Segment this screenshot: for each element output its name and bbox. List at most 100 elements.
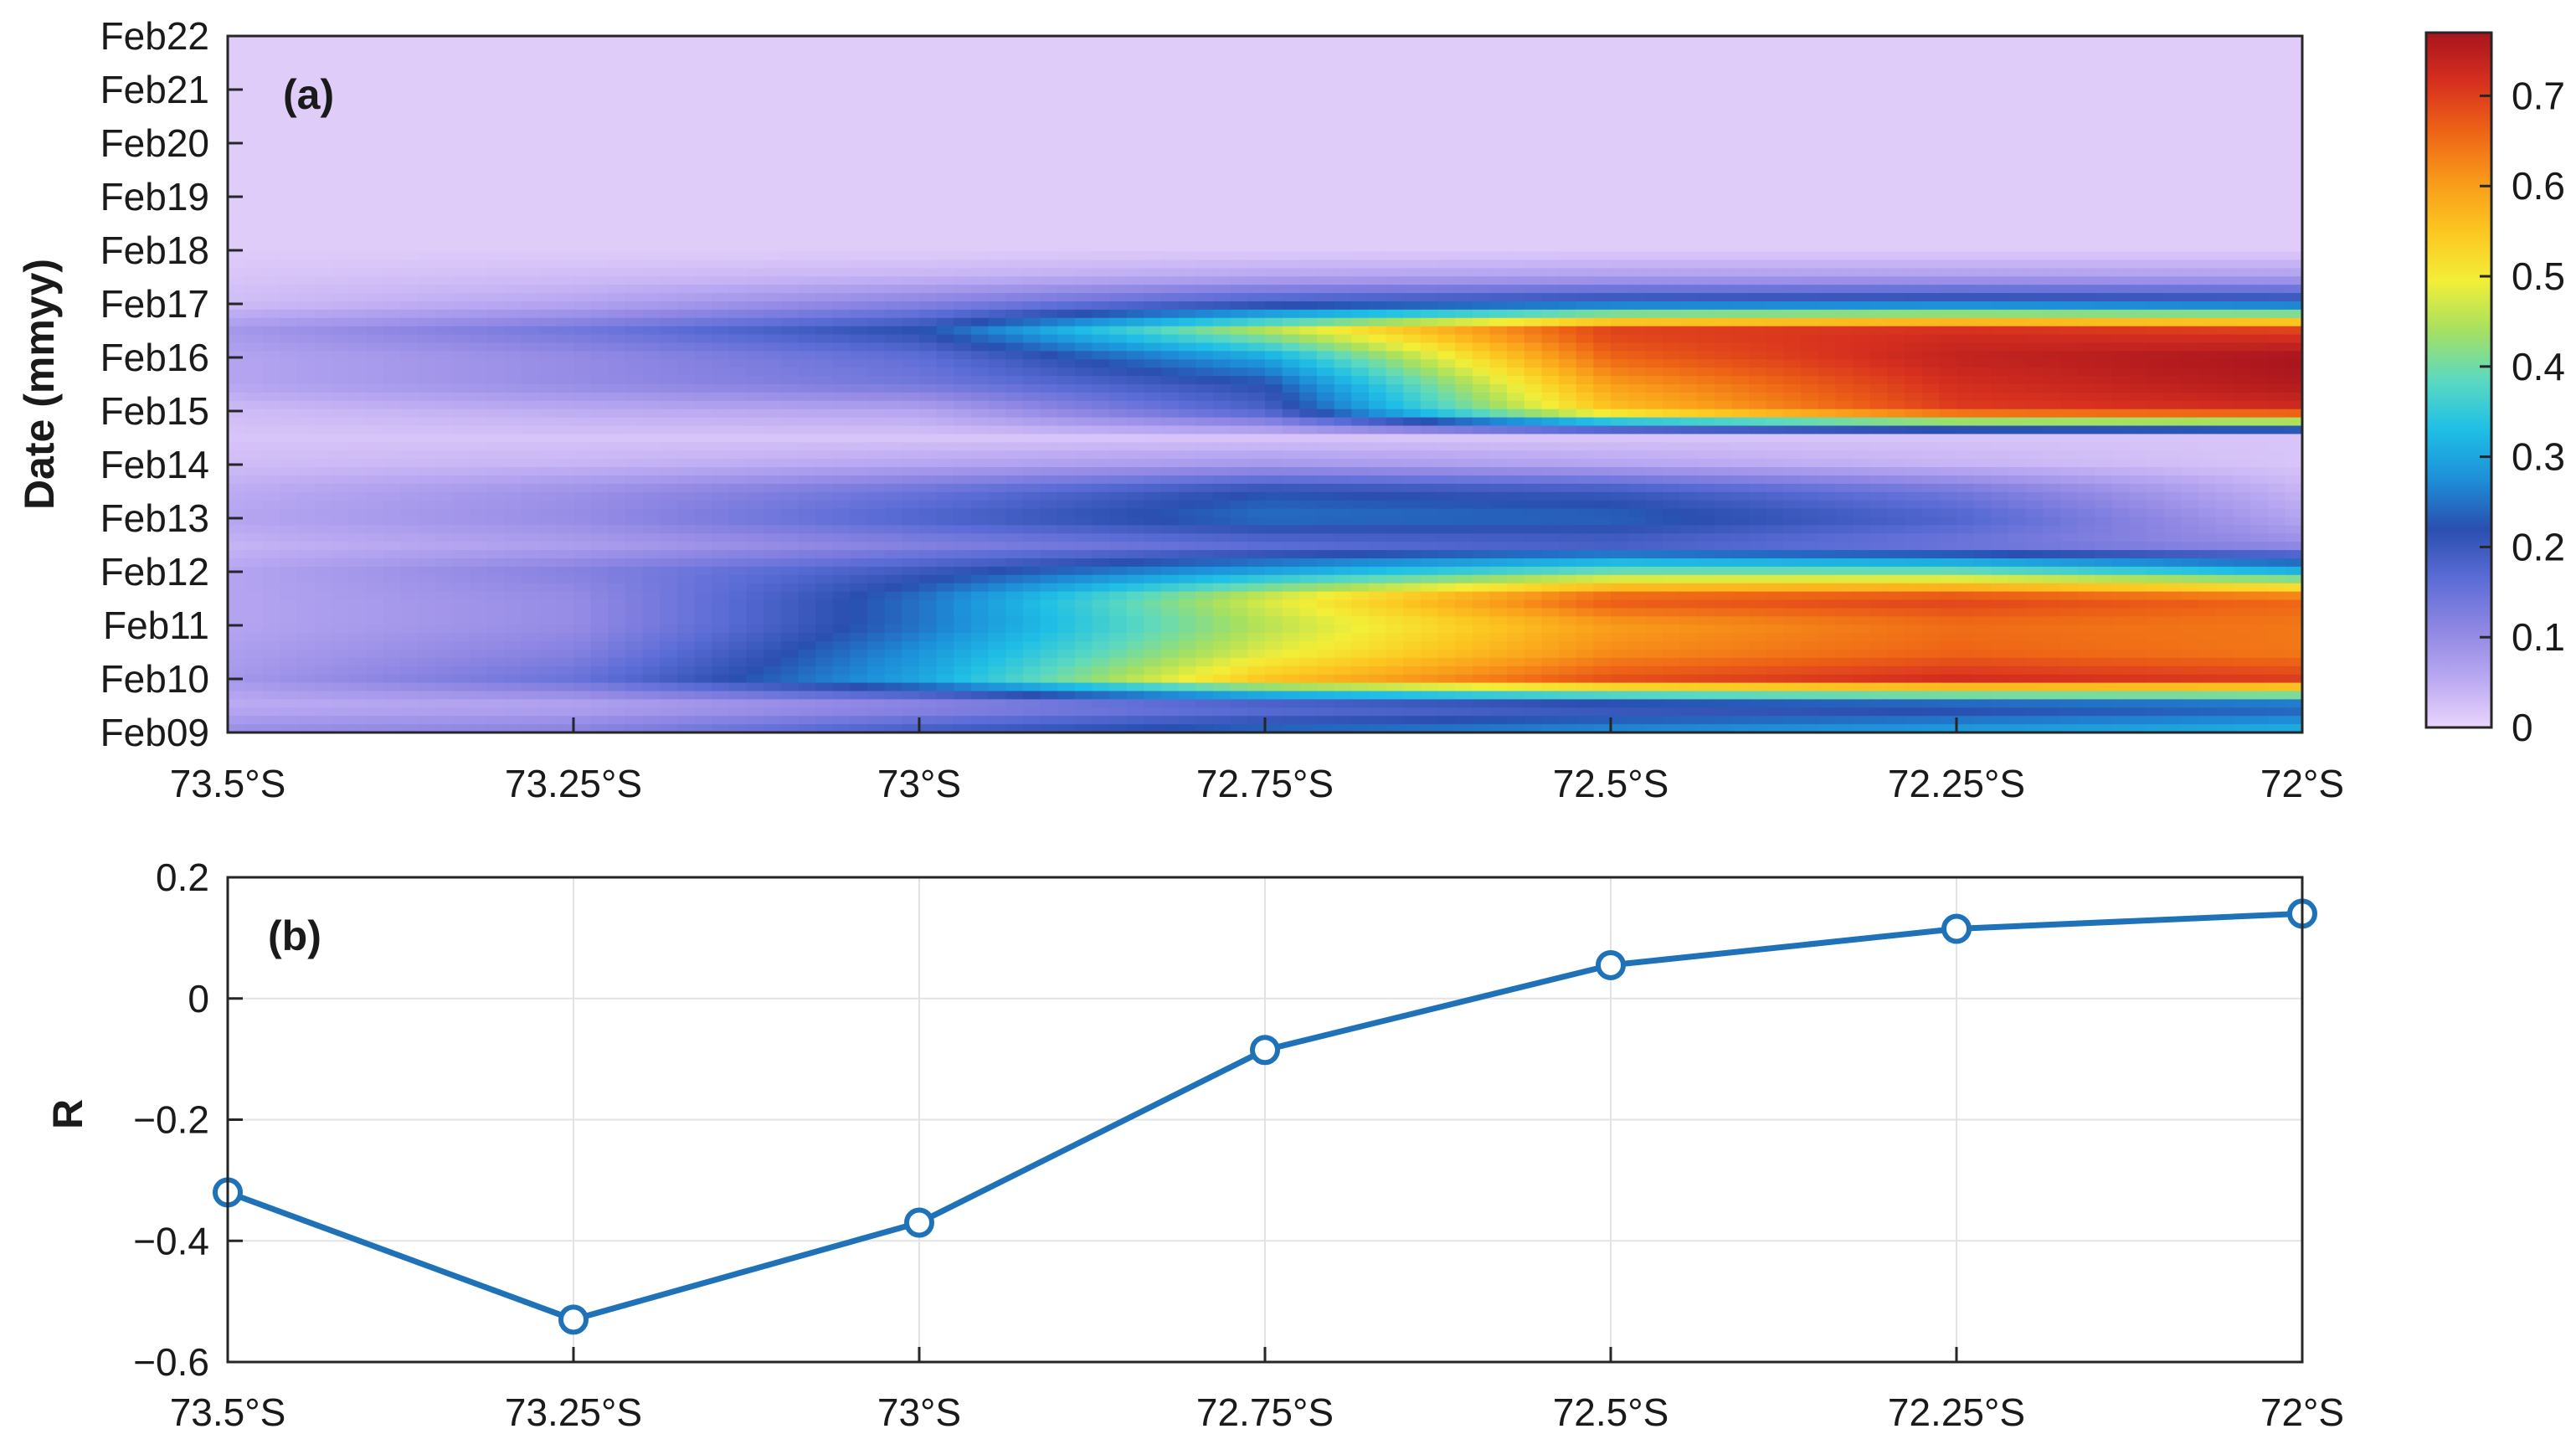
heatmap-cell	[2181, 36, 2199, 45]
heatmap-cell	[262, 285, 280, 294]
heatmap-cell	[712, 285, 730, 294]
heatmap-cell	[590, 285, 609, 294]
heatmap-cell	[902, 342, 920, 352]
heatmap-cell	[1437, 226, 1456, 236]
heatmap-cell	[1040, 293, 1058, 302]
heatmap-cell	[314, 143, 332, 153]
heatmap-cell	[1973, 160, 1992, 170]
heatmap-cell	[1783, 218, 1802, 228]
heatmap-cell	[1386, 36, 1404, 45]
heatmap-cell	[1662, 44, 1681, 54]
heatmap-cell	[1869, 193, 1889, 203]
heatmap-cell	[296, 218, 316, 228]
heatmap-cell	[2250, 359, 2269, 368]
heatmap-cell	[1040, 36, 1058, 45]
heatmap-cell	[1853, 260, 1871, 270]
heatmap-cell	[504, 226, 522, 236]
heatmap-cell	[314, 60, 332, 70]
heatmap-cell	[2250, 119, 2269, 128]
heatmap-cell	[2129, 334, 2147, 344]
heatmap-cell	[1956, 135, 1975, 145]
heatmap-cell	[1541, 351, 1560, 361]
heatmap-cell	[556, 260, 574, 270]
heatmap-cell	[832, 177, 851, 187]
heatmap-cell	[780, 185, 800, 194]
heatmap-cell	[919, 185, 938, 194]
heatmap-cell	[1541, 309, 1560, 319]
heatmap-cell	[780, 160, 800, 170]
heatmap-cell	[279, 77, 298, 87]
heatmap-cell	[1991, 326, 2009, 336]
heatmap-cell	[625, 376, 644, 385]
heatmap-cell	[1334, 202, 1353, 211]
heatmap-cell	[1905, 135, 1923, 145]
heatmap-cell	[1905, 326, 1923, 336]
heatmap-cell	[1507, 36, 1525, 45]
heatmap-cell	[2077, 251, 2095, 261]
heatmap-cell	[660, 260, 678, 270]
heatmap-cell	[815, 260, 834, 270]
heatmap-cell	[1195, 143, 1214, 153]
heatmap-cell	[764, 44, 782, 54]
heatmap-cell	[1887, 94, 1905, 104]
heatmap-cell	[815, 60, 834, 70]
heatmap-cell	[608, 52, 626, 62]
heatmap-cell	[1697, 309, 1715, 319]
heatmap-cell	[1316, 85, 1335, 95]
heatmap-cell	[573, 342, 592, 352]
heatmap-cell	[1247, 268, 1266, 278]
heatmap-cell	[1074, 126, 1093, 136]
heatmap-cell	[1921, 152, 1941, 162]
heatmap-cell	[1783, 111, 1802, 120]
heatmap-cell	[1437, 317, 1456, 327]
heatmap-cell	[1593, 285, 1612, 294]
heatmap-cell	[1161, 160, 1180, 170]
heatmap-cell	[366, 309, 384, 319]
heatmap-cell	[314, 135, 332, 145]
heatmap-cell	[902, 185, 920, 194]
heatmap-cell	[366, 342, 384, 352]
heatmap-cell	[400, 260, 419, 270]
heatmap-cell	[1714, 111, 1733, 120]
heatmap-cell	[244, 326, 264, 336]
heatmap-cell	[970, 185, 990, 194]
heatmap-cell	[504, 276, 522, 285]
heatmap-cell	[1905, 36, 1923, 45]
heatmap-cell	[1092, 309, 1110, 319]
heatmap-cell	[2250, 60, 2269, 70]
heatmap-cell	[988, 168, 1007, 178]
heatmap-cell	[1213, 185, 1231, 194]
heatmap-cell	[538, 119, 558, 128]
heatmap-cell	[1472, 143, 1491, 153]
heatmap-cell	[1611, 351, 1629, 361]
heatmap-cell	[1351, 111, 1370, 120]
heatmap-cell	[902, 143, 920, 153]
heatmap-cell	[522, 160, 540, 170]
heatmap-cell	[2095, 152, 2113, 162]
heatmap-cell	[1437, 135, 1456, 145]
heatmap-cell	[1316, 102, 1335, 111]
heatmap-cell	[348, 359, 367, 368]
heatmap-cell	[2147, 326, 2165, 336]
heatmap-cell	[1403, 44, 1422, 54]
heatmap-cell	[1126, 268, 1145, 278]
heatmap-cell	[1507, 351, 1525, 361]
heatmap-cell	[418, 69, 436, 79]
heatmap-cell	[296, 234, 316, 244]
heatmap-cell	[1161, 326, 1180, 336]
heatmap-cell	[642, 60, 661, 70]
heatmap-cell	[1455, 234, 1473, 244]
heatmap-cell	[1437, 111, 1456, 120]
heatmap-cell	[2111, 334, 2131, 344]
heatmap-cell	[2129, 185, 2147, 194]
heatmap-cell	[694, 119, 712, 128]
heatmap-cell	[1749, 152, 1767, 162]
heatmap-cell	[850, 111, 868, 120]
heatmap-cell	[1403, 60, 1422, 70]
heatmap-cell	[1627, 243, 1647, 253]
heatmap-cell	[1455, 185, 1473, 194]
heatmap-cell	[244, 359, 264, 368]
heatmap-cell	[296, 351, 316, 361]
heatmap-cell	[400, 185, 419, 194]
heatmap-cell	[2025, 52, 2044, 62]
